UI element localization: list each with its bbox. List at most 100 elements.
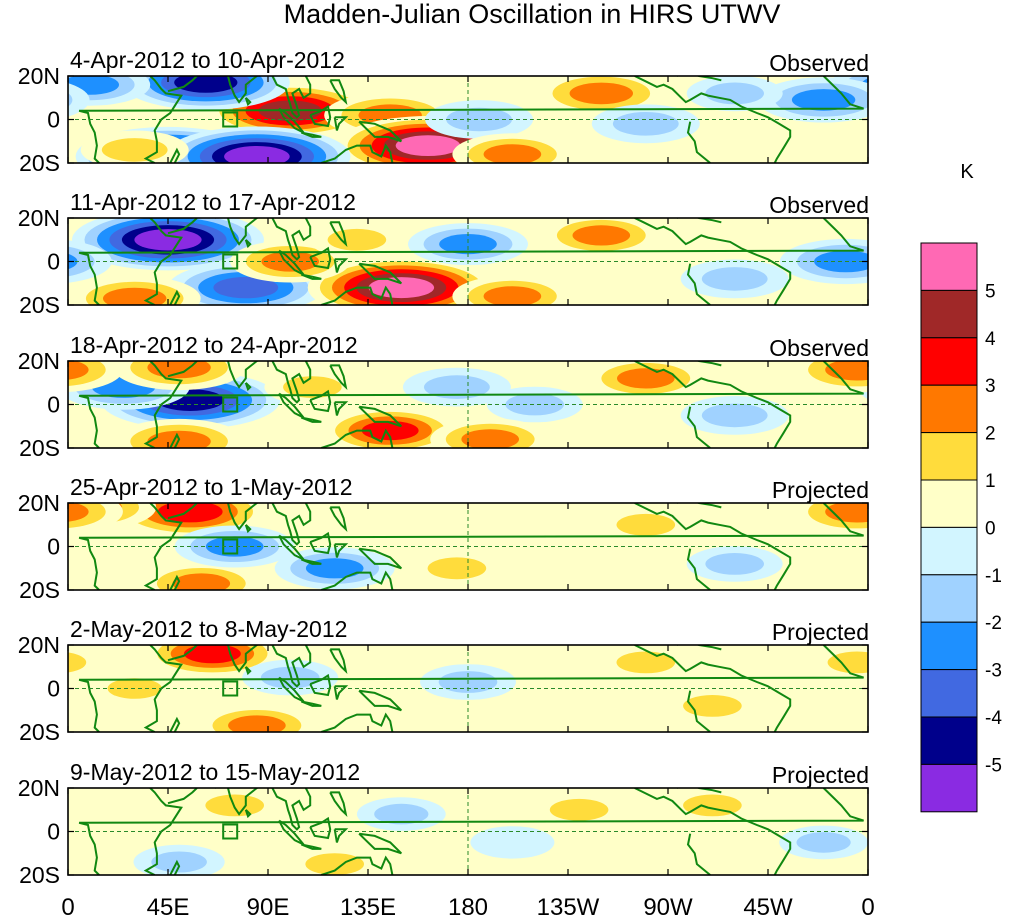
anomaly-blob bbox=[174, 525, 1015, 568]
colorbar-swatch bbox=[920, 716, 978, 765]
y-tick-label: 20S bbox=[19, 719, 60, 745]
anomaly-contour bbox=[1006, 536, 1015, 556]
coastline bbox=[271, 645, 312, 688]
coastline bbox=[167, 645, 198, 662]
colorbar-swatch bbox=[920, 574, 978, 623]
coastline bbox=[333, 401, 349, 416]
chart-title: Madden-Julian Oscillation in HIRS UTWV bbox=[284, 0, 781, 29]
colorbar-swatch bbox=[920, 432, 978, 481]
x-tick-label: 45W bbox=[743, 894, 793, 920]
coastline bbox=[676, 503, 722, 509]
anomaly-contour bbox=[470, 826, 555, 859]
anomaly-contour bbox=[616, 513, 676, 536]
colorbar-tick-label: 3 bbox=[985, 376, 996, 397]
x-tick-label: 0 bbox=[861, 894, 874, 920]
anomaly-contour bbox=[791, 89, 856, 111]
anomaly-contour bbox=[861, 78, 868, 92]
coastline bbox=[634, 503, 792, 590]
colorbar-swatch bbox=[920, 479, 978, 528]
colorbar-swatch bbox=[920, 384, 978, 434]
coastline bbox=[78, 788, 864, 875]
colorbar-swatch bbox=[920, 289, 978, 339]
anomaly-blob bbox=[408, 223, 528, 266]
y-tick-label: 0 bbox=[47, 819, 60, 845]
coastline bbox=[309, 816, 332, 840]
anomaly-contour bbox=[0, 832, 51, 853]
anomaly-contour bbox=[705, 553, 764, 575]
coastline bbox=[271, 503, 312, 546]
coastline bbox=[167, 218, 198, 235]
coastline bbox=[214, 645, 260, 673]
panel-type-label: Projected bbox=[772, 477, 869, 503]
anomaly-contour bbox=[184, 645, 241, 664]
anomaly-contour bbox=[461, 429, 519, 448]
colorbar-tick-label: 4 bbox=[985, 329, 996, 350]
panel-period-label: 4-Apr-2012 to 10-Apr-2012 bbox=[70, 47, 345, 73]
x-tick-label: 135W bbox=[537, 894, 600, 920]
anomaly-contour bbox=[260, 666, 320, 689]
anomaly-blob bbox=[196, 704, 317, 732]
anomaly-blob bbox=[585, 361, 706, 400]
coastline bbox=[333, 685, 349, 700]
y-tick-label: 20N bbox=[18, 63, 60, 89]
colorbar-tick-label: -3 bbox=[985, 661, 1002, 682]
anomaly-contour bbox=[483, 286, 542, 305]
map-panel: 18-Apr-2012 to 24-Apr-2012 Observed 20N 0 20… bbox=[18, 332, 869, 461]
colorbar-swatch bbox=[920, 337, 978, 386]
anomaly-contour bbox=[68, 83, 90, 117]
anomaly-contour bbox=[796, 832, 851, 853]
coastlines bbox=[78, 503, 864, 590]
coastline bbox=[329, 648, 348, 675]
coastline bbox=[320, 428, 394, 448]
coastline bbox=[358, 832, 403, 855]
anomaly-contour bbox=[922, 55, 1015, 110]
coastline bbox=[143, 218, 183, 305]
anomaly-contour bbox=[876, 127, 1015, 186]
coastline bbox=[686, 690, 711, 732]
coastline bbox=[244, 666, 252, 676]
colorbar-tick-label: 5 bbox=[985, 281, 996, 302]
coastlines bbox=[78, 788, 864, 875]
anomaly-contour bbox=[68, 652, 87, 673]
x-tick-label: 135E bbox=[340, 894, 396, 920]
panels: 4-Apr-2012 to 10-Apr-2012 Observed 20N 0 20S… bbox=[0, 47, 1015, 888]
anomaly-contour bbox=[492, 698, 577, 731]
y-tick-label: 20N bbox=[18, 775, 60, 801]
anomaly-contour bbox=[617, 368, 675, 389]
anomaly-blob bbox=[591, 104, 700, 144]
anomaly-contour bbox=[446, 107, 512, 132]
coastline bbox=[271, 788, 312, 831]
colorbar-tick-label: 0 bbox=[985, 518, 996, 539]
colorbar-swatch bbox=[920, 621, 978, 671]
anomaly-blob bbox=[597, 507, 694, 543]
coastline bbox=[309, 673, 332, 697]
map-panel: 11-Apr-2012 to 17-Apr-2012 Observed 20N 0 20… bbox=[18, 189, 869, 318]
coastline bbox=[169, 859, 181, 875]
anomaly-contour bbox=[261, 251, 320, 272]
panel-type-label: Observed bbox=[769, 335, 869, 361]
x-tick-label: 0 bbox=[61, 894, 74, 920]
anomaly-blob bbox=[68, 503, 868, 535]
colorbar-swatch bbox=[920, 669, 978, 718]
anomaly-contour bbox=[705, 82, 764, 105]
anomaly-blob bbox=[531, 792, 628, 828]
y-tick-label: 0 bbox=[47, 392, 60, 418]
coastline bbox=[358, 547, 403, 570]
panel-period-label: 9-May-2012 to 15-May-2012 bbox=[70, 759, 360, 785]
colorbar-tick-label: 1 bbox=[985, 471, 996, 492]
y-tick-label: 20S bbox=[19, 150, 60, 176]
anomaly-contour bbox=[569, 82, 633, 105]
coastline bbox=[271, 76, 312, 119]
coastline bbox=[676, 218, 722, 224]
anomaly-contour bbox=[439, 234, 497, 255]
anomaly-contour bbox=[174, 76, 238, 93]
coastline bbox=[143, 645, 183, 732]
anomaly-blob bbox=[141, 562, 262, 590]
coastline bbox=[214, 218, 260, 246]
anomaly-contour bbox=[701, 403, 768, 428]
anomaly-blob bbox=[68, 275, 201, 305]
coastline bbox=[143, 503, 183, 590]
coastline bbox=[169, 574, 181, 590]
map-panel: 2-May-2012 to 8-May-2012 Projected 20N 0 20S bbox=[18, 616, 869, 745]
anomaly-blob bbox=[430, 418, 551, 448]
